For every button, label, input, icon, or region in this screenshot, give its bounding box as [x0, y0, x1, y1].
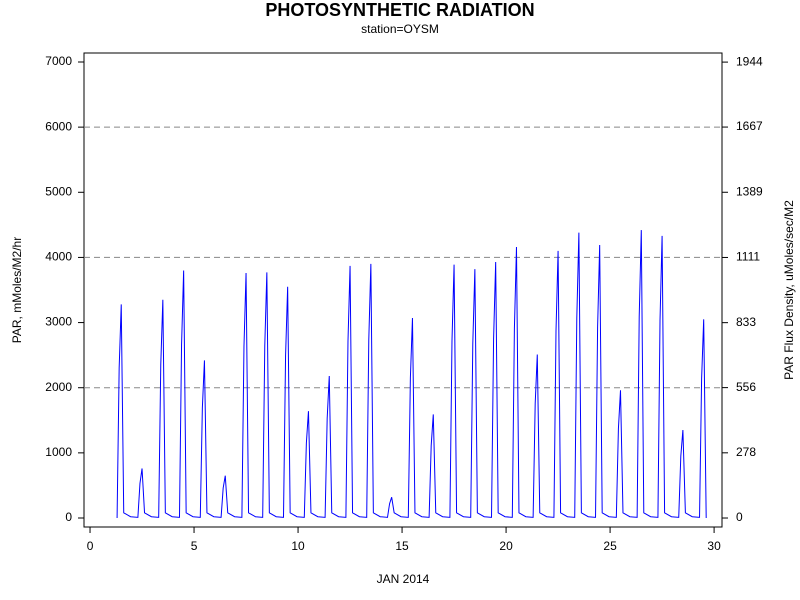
y-tick-label: 5000: [45, 184, 72, 198]
y-tick-label: 2000: [45, 380, 72, 394]
data-line: [116, 230, 707, 519]
x-tick-label: 15: [395, 539, 409, 553]
y2-tick-label: 1111: [736, 250, 760, 264]
x-tick-label: 25: [603, 539, 617, 553]
y-tick-label: 0: [65, 510, 72, 524]
y2-tick-label: 278: [736, 445, 756, 459]
y-tick-label: 1000: [45, 445, 72, 459]
x-tick-label: 20: [499, 539, 513, 553]
chart-title: PHOTOSYNTHETIC RADIATION: [265, 0, 534, 20]
x-tick-label: 10: [291, 539, 305, 553]
x-tick-label: 5: [191, 539, 198, 553]
y2-tick-label: 0: [736, 510, 743, 524]
y-tick-label: 4000: [45, 250, 72, 264]
y-tick-label: 7000: [45, 54, 72, 68]
y2-axis-label: PAR Flux Density, uMoles/sec/M2: [782, 200, 796, 380]
y-tick-label: 6000: [45, 119, 72, 133]
y2-tick-label: 556: [736, 380, 756, 394]
y2-tick-label: 1389: [736, 184, 763, 198]
y2-tick-label: 1944: [736, 54, 763, 68]
x-axis-label: JAN 2014: [377, 572, 430, 586]
x-tick-label: 30: [707, 539, 721, 553]
y2-tick-label: 833: [736, 315, 756, 329]
x-tick-label: 0: [87, 539, 94, 553]
y2-tick-label: 1667: [736, 119, 763, 133]
plot-frame: [83, 52, 723, 528]
chart-subtitle: station=OYSM: [361, 22, 439, 36]
y-tick-label: 3000: [45, 315, 72, 329]
y-axis-label: PAR, mMoles/M2/hr: [10, 237, 24, 343]
